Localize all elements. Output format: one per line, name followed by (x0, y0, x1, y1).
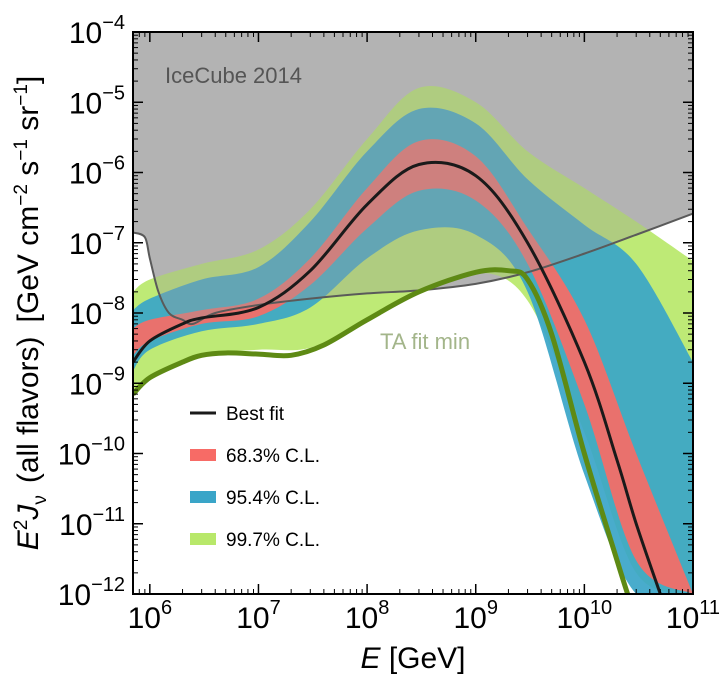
ta-fit-min-label: TA fit min (380, 329, 470, 354)
icecube-overlay (133, 32, 693, 325)
y-axis-unit-close: ] (12, 76, 45, 84)
band-683cl (133, 139, 693, 594)
legend: Best fit 68.3% C.L. 95.4% C.L. 99.7% C.L. (190, 404, 320, 551)
legend-swatch-954cl (190, 491, 216, 503)
icecube-limit-line (133, 212, 693, 326)
x-tick-label: 109 (453, 597, 498, 635)
icecube-label: IceCube 2014 (165, 63, 302, 88)
x-tick-label: 1010 (557, 597, 613, 635)
y-axis-sr: sr (12, 106, 45, 139)
legend-label: 68.3% C.L. (226, 446, 320, 467)
y-axis-j: J (12, 504, 45, 521)
legend-swatch-997cl (190, 533, 216, 545)
legend-label: 95.4% C.L. (226, 488, 320, 509)
band-954cl (133, 107, 693, 594)
x-tick-label: 108 (345, 597, 390, 635)
ta-fit-min-curve (133, 267, 630, 594)
y-axis-e: E (12, 529, 45, 550)
y-tick-label: 10−12 (58, 574, 125, 612)
y-tick-label: 10−9 (69, 363, 125, 401)
x-axis-unit: [GeV] (380, 642, 465, 675)
legend-label: Best fit (226, 404, 285, 425)
plot-frame (132, 31, 694, 595)
y-axis-s-exp: −1 (11, 139, 32, 161)
y-tick-label: 10−11 (59, 504, 125, 542)
x-tick-label: 107 (236, 597, 281, 635)
x-axis-label: E [GeV] (360, 642, 465, 675)
best-fit-curve (133, 160, 662, 594)
y-axis-label: E2Jν(all flavors)[GeV cm−2 s−1 sr−1] (11, 76, 51, 551)
y-axis-sr-exp: −1 (11, 84, 32, 106)
y-axis-nu: ν (30, 495, 51, 505)
tick-labels: 10−12 10−11 10−10 10−9 10−8 10−7 10−6 10−5 10−4 1… (58, 12, 720, 635)
y-axis-unit-open: [GeV cm (12, 206, 45, 323)
y-tick-label: 10−4 (69, 12, 125, 50)
y-axis-paren: (all flavors) (12, 336, 45, 483)
legend-label: 99.7% C.L. (226, 530, 320, 551)
y-axis-cm-exp: −2 (11, 184, 32, 206)
y-tick-label: 10−10 (58, 434, 125, 472)
x-tick-label: 106 (128, 597, 173, 635)
y-tick-label: 10−5 (69, 82, 125, 120)
y-axis-sq: 2 (11, 520, 32, 531)
x-tick-label: 1011 (666, 597, 720, 635)
y-axis-s: s (12, 161, 45, 184)
y-tick-label: 10−6 (69, 153, 125, 191)
legend-swatch-683cl (190, 449, 216, 461)
y-tick-label: 10−8 (69, 293, 125, 331)
y-tick-label: 10−7 (69, 223, 125, 261)
plot-area (133, 32, 693, 594)
x-axis-var: E (360, 642, 381, 675)
